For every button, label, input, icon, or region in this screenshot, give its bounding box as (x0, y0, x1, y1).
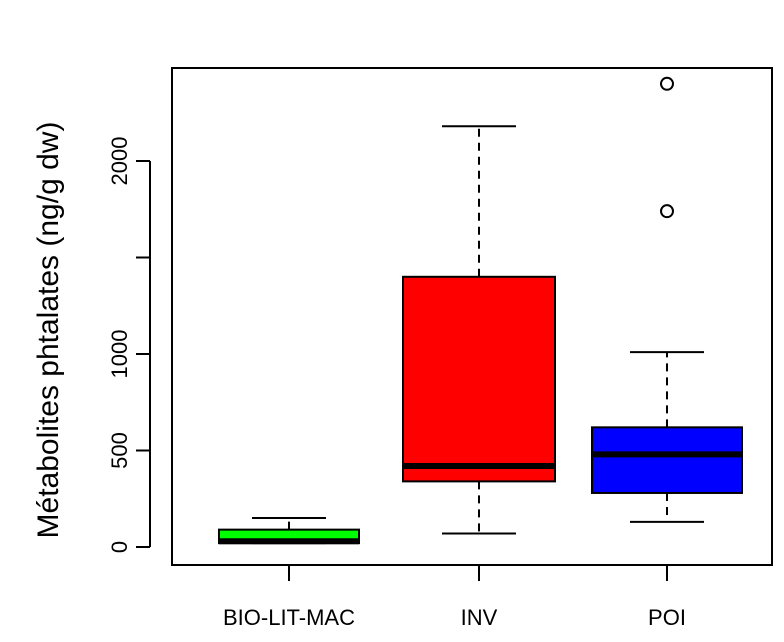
y-tick-label: 2000 (107, 137, 132, 186)
box-poi (591, 76, 743, 523)
y-axis: 0 500 1000 2000 (107, 137, 151, 553)
x-tick-label: POI (648, 605, 686, 630)
x-tick-label: INV (461, 605, 498, 630)
outlier-point (660, 76, 674, 91)
y-axis-title: Métabolites phtalates (ng/g dw) (32, 122, 65, 539)
iqr-box (402, 275, 556, 483)
box-bio-lit-mac (218, 517, 360, 545)
box-inv (402, 125, 556, 535)
plot-frame (171, 67, 773, 566)
y-tick-label: 500 (107, 432, 132, 469)
iqr-box (591, 426, 743, 494)
outlier-point (660, 204, 674, 219)
x-axis: BIO-LIT-MAC INV POI (223, 565, 686, 630)
x-tick-label: BIO-LIT-MAC (223, 605, 355, 630)
y-tick-label: 1000 (107, 330, 132, 379)
y-tick-label: 0 (107, 541, 132, 553)
boxes-group (218, 76, 743, 545)
